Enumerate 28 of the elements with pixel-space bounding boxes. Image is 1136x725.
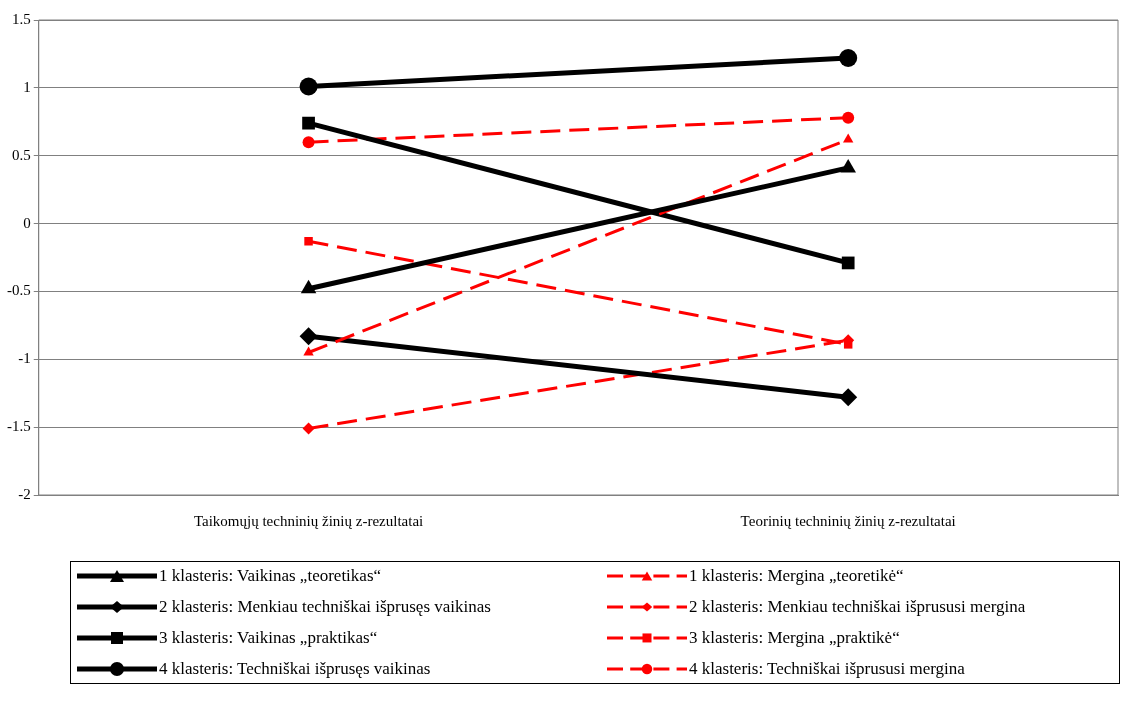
y-tick-label: 1.5 [12,10,31,27]
point [839,388,858,407]
point [839,49,858,67]
legend-label: 3 klasteris: Mergina „praktikė“ [689,628,900,648]
legend-label: 4 klasteris: Techniškai išprusęs vaikinas [159,659,431,679]
y-tick-label: -0.5 [7,282,31,299]
y-tick-label: -1.5 [7,418,31,435]
x-tick-label: Taikomųjų techninių žinių z-rezultatai [193,512,424,529]
y-tick-label: -1 [18,350,31,367]
y-tick-label: 1 [23,78,31,95]
legend-label: 1 klasteris: Mergina „teoretikė“ [689,566,904,586]
legend-label: 3 klasteris: Vaikinas „praktikas“ [159,628,378,648]
point [299,327,318,346]
point [302,422,315,435]
point [841,256,855,270]
legend-label: 4 klasteris: Techniškai išprususi mergina [689,659,965,679]
point [299,77,318,96]
y-tick-label: 0.5 [12,146,31,163]
y-tick-label: -2 [18,485,31,502]
point [302,136,315,149]
point [302,116,315,130]
legend-label: 2 klasteris: Menkiau techniškai išprususi mergina [689,597,1026,617]
x-tick-label: Teorinių techninių žinių z-rezultatai [740,512,956,529]
point [842,111,855,124]
y-tick-label: 0 [23,214,31,231]
legend-label: 1 klasteris: Vaikinas „teoretikas“ [159,566,382,586]
point [304,236,313,246]
legend-label: 2 klasteris: Menkiau techniškai išprusęs vaikinas [159,597,491,617]
